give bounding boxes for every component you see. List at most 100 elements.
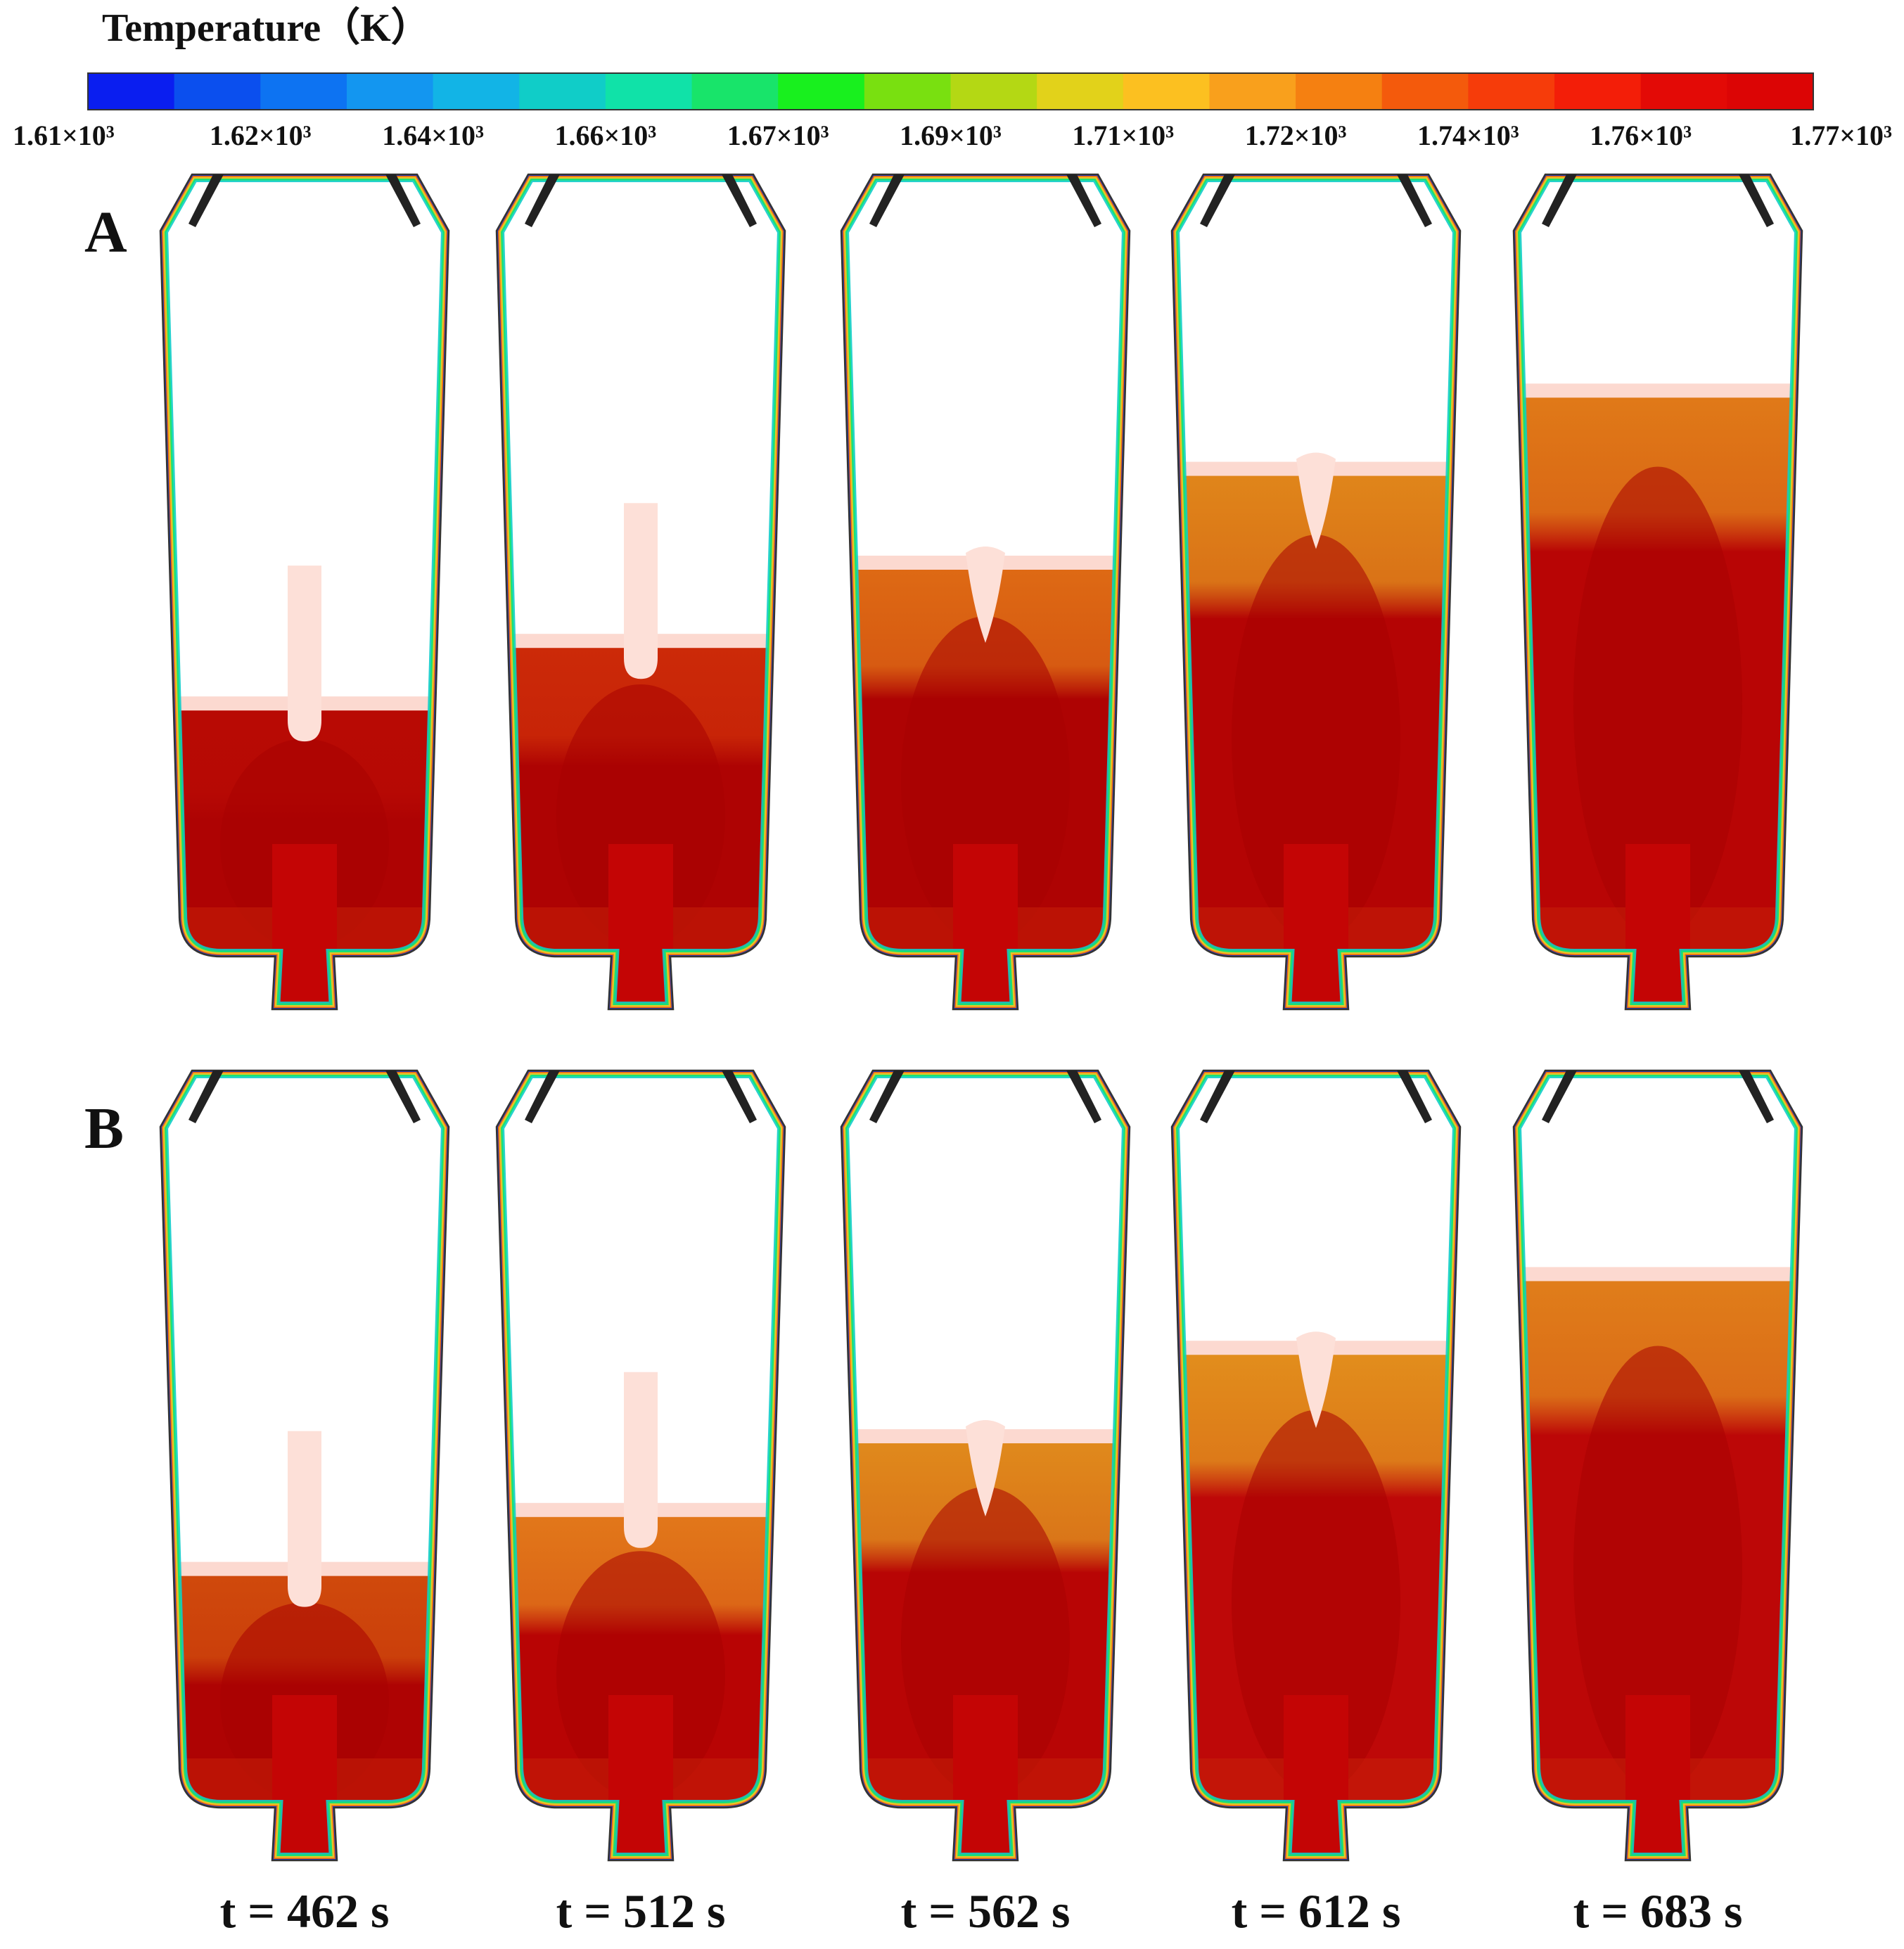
colorbar-swatch bbox=[864, 73, 952, 110]
colorbar-tick-label: 1.67×10³ bbox=[727, 120, 829, 151]
hot-core bbox=[1232, 1410, 1400, 1794]
mould-outline bbox=[1512, 173, 1803, 1011]
nozzle-jet bbox=[608, 844, 673, 1009]
colorbar-swatch bbox=[1037, 73, 1124, 110]
nozzle-jet bbox=[1284, 1695, 1348, 1860]
cap-plate-left bbox=[1200, 174, 1235, 227]
cap-plate-right bbox=[1066, 174, 1101, 227]
colorbar-tick-label: 1.76×10³ bbox=[1590, 120, 1692, 151]
colorbar-swatch bbox=[691, 73, 779, 110]
panel-row-b: B bbox=[84, 1069, 1803, 1862]
time-label: t = 462 s bbox=[220, 1884, 390, 1938]
time-label: t = 683 s bbox=[1573, 1884, 1743, 1938]
cap-plate-left bbox=[525, 174, 560, 227]
cap-plate-left bbox=[189, 174, 224, 227]
colorbar-swatches bbox=[87, 72, 1814, 110]
time-label: t = 612 s bbox=[1232, 1884, 1401, 1938]
hot-core bbox=[901, 1487, 1070, 1797]
cap-plate-right bbox=[385, 174, 421, 227]
nozzle-jet bbox=[953, 844, 1018, 1009]
cap-plate-left bbox=[189, 1071, 224, 1123]
cap-plate-right bbox=[1397, 1071, 1432, 1123]
time-label: t = 512 s bbox=[556, 1884, 726, 1938]
mould-outline bbox=[1170, 1069, 1462, 1862]
hot-core bbox=[220, 739, 389, 950]
colorbar-swatch bbox=[1727, 73, 1814, 110]
row-label: B bbox=[84, 1096, 124, 1161]
colorbar-tick-label: 1.71×10³ bbox=[1072, 120, 1174, 151]
colorbar-tick-label: 1.61×10³ bbox=[13, 120, 115, 151]
mould-panel bbox=[1512, 173, 1803, 1011]
colorbar-swatch bbox=[1640, 73, 1727, 110]
colorbar-swatch bbox=[605, 73, 693, 110]
colorbar-swatch bbox=[1468, 73, 1555, 110]
hot-core bbox=[556, 684, 725, 947]
cap-plate-left bbox=[1542, 174, 1577, 227]
colorbar-swatch bbox=[260, 73, 347, 110]
mould-outline bbox=[495, 1069, 786, 1862]
colorbar-tick-label: 1.62×10³ bbox=[210, 120, 312, 151]
slag-band bbox=[1514, 383, 1802, 398]
panel-rows: AB bbox=[84, 173, 1803, 1862]
nozzle-jet bbox=[272, 844, 337, 1009]
electrode-rod bbox=[288, 565, 321, 742]
mould-outline bbox=[495, 173, 786, 1011]
colorbar-tick-label: 1.77×10³ bbox=[1790, 120, 1892, 151]
colorbar-swatch bbox=[1296, 73, 1383, 110]
colorbar: Temperature（K） 1.61×10³ 1.62×10³ 1.64×10³ 1… bbox=[13, 6, 1892, 151]
cap-plate-left bbox=[869, 174, 905, 227]
mould-outline bbox=[1512, 1069, 1803, 1862]
hot-core bbox=[1573, 466, 1742, 940]
cap-plate-right bbox=[1066, 1071, 1101, 1123]
colorbar-title: Temperature（K） bbox=[102, 6, 430, 50]
nozzle-jet bbox=[953, 1695, 1018, 1860]
nozzle-jet bbox=[1625, 844, 1690, 1009]
nozzle-jet bbox=[1625, 1695, 1690, 1860]
slag-band bbox=[1514, 1267, 1802, 1282]
nozzle-jet bbox=[608, 1695, 673, 1860]
mould-panel bbox=[840, 173, 1131, 1011]
colorbar-swatch bbox=[433, 73, 520, 110]
colorbar-swatch bbox=[1381, 73, 1469, 110]
mould-outline bbox=[1170, 173, 1462, 1011]
mould-panel bbox=[495, 1069, 786, 1862]
mould-panel bbox=[495, 173, 786, 1011]
colorbar-tick-label: 1.64×10³ bbox=[382, 120, 484, 151]
cap-plate-right bbox=[722, 174, 757, 227]
nozzle-jet bbox=[1284, 844, 1348, 1009]
colorbar-swatch bbox=[950, 73, 1037, 110]
hot-core bbox=[556, 1551, 725, 1799]
cap-plate-right bbox=[1739, 174, 1774, 227]
hot-core bbox=[1573, 1346, 1742, 1792]
cap-plate-right bbox=[722, 1071, 757, 1123]
electrode-tip bbox=[1296, 452, 1336, 549]
electrode-tip bbox=[966, 547, 1005, 643]
mould-panel bbox=[1512, 1069, 1803, 1862]
colorbar-swatch bbox=[778, 73, 865, 110]
cap-plate-right bbox=[1739, 1071, 1774, 1123]
colorbar-swatch bbox=[88, 73, 175, 110]
hot-core bbox=[901, 616, 1070, 945]
panel-row-a: A bbox=[84, 173, 1803, 1011]
mould-outline bbox=[840, 1069, 1131, 1862]
colorbar-swatch bbox=[1554, 73, 1642, 110]
electrode-rod bbox=[624, 503, 658, 679]
colorbar-tick-label: 1.66×10³ bbox=[555, 120, 657, 151]
colorbar-tick-label: 1.72×10³ bbox=[1245, 120, 1347, 151]
colorbar-swatch bbox=[174, 73, 261, 110]
mould-outline bbox=[159, 173, 450, 1011]
row-label: A bbox=[84, 200, 127, 265]
hot-core bbox=[1232, 535, 1400, 942]
mould-outline bbox=[159, 1069, 450, 1862]
mould-panel bbox=[159, 1069, 450, 1862]
mould-panel bbox=[159, 173, 450, 1011]
colorbar-frame bbox=[87, 72, 1814, 110]
cap-plate-right bbox=[385, 1071, 421, 1123]
cap-plate-right bbox=[1397, 174, 1432, 227]
cap-plate-left bbox=[1542, 1071, 1577, 1123]
colorbar-tick-label: 1.69×10³ bbox=[900, 120, 1002, 151]
nozzle-jet bbox=[272, 1695, 337, 1860]
cap-plate-left bbox=[1200, 1071, 1235, 1123]
time-label: t = 562 s bbox=[901, 1884, 1071, 1938]
